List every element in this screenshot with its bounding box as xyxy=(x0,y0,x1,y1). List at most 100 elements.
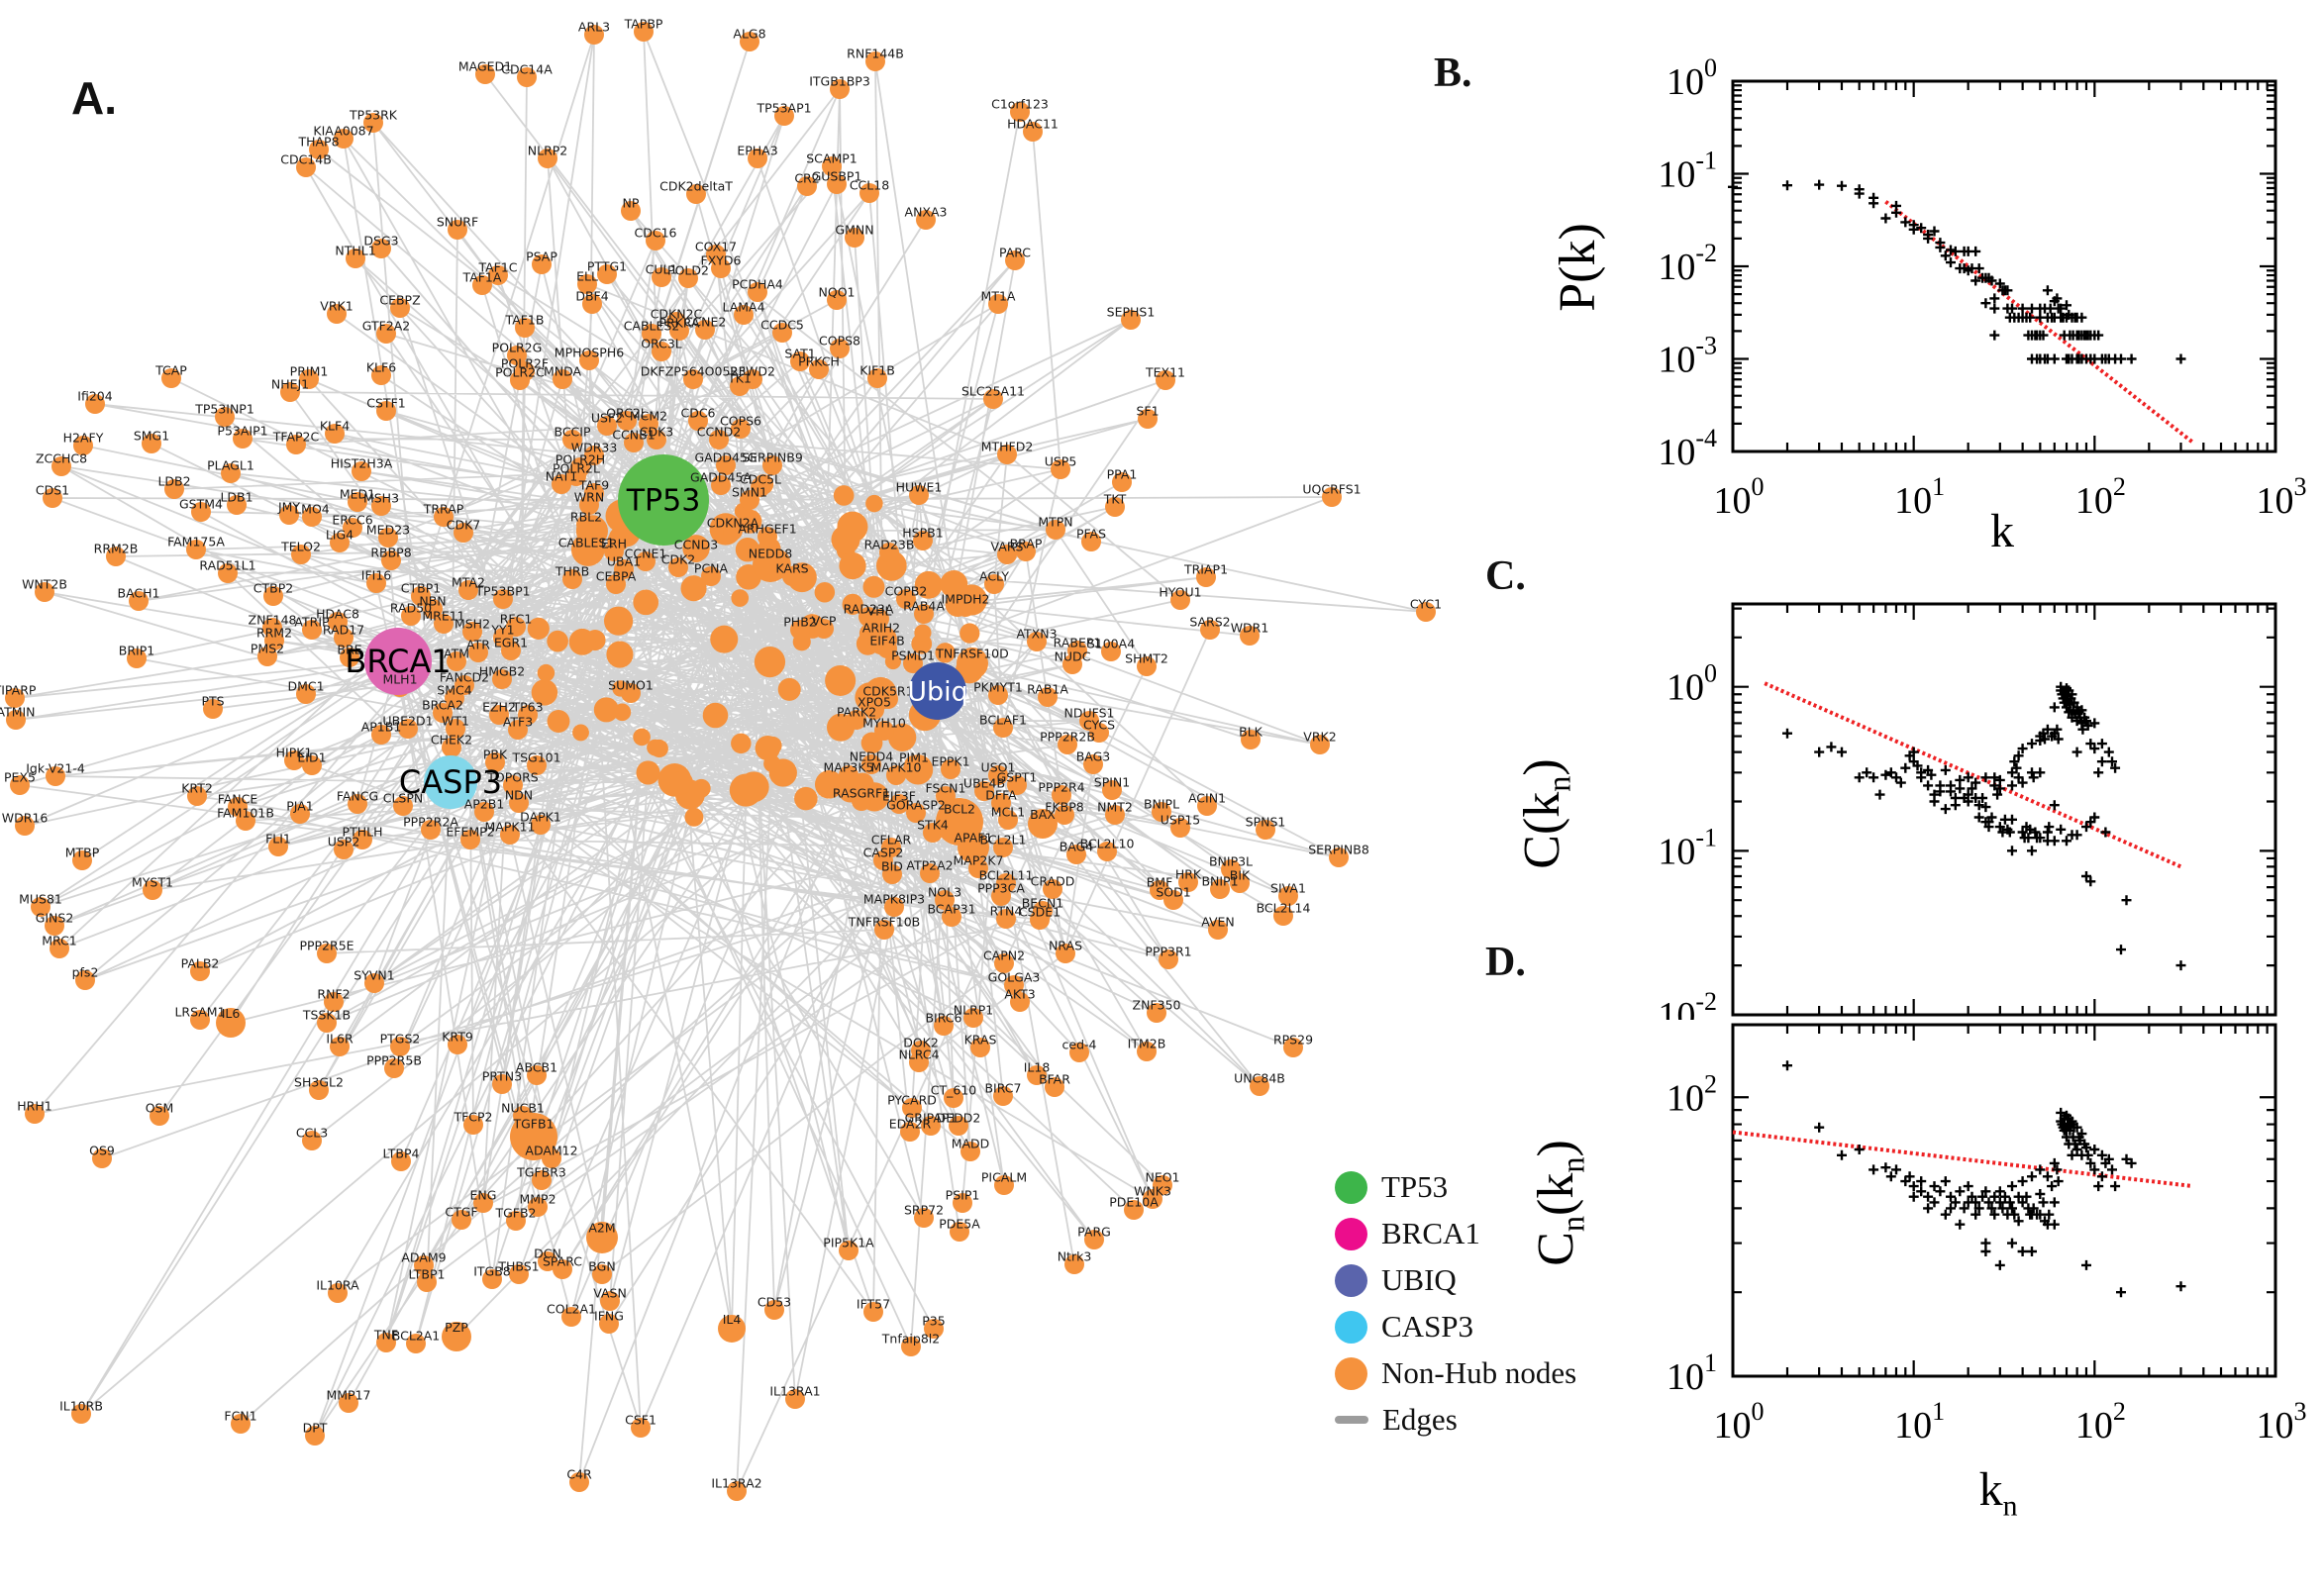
svg-text:GRIPAP1: GRIPAP1 xyxy=(905,1111,958,1126)
svg-text:10-2: 10-2 xyxy=(1658,239,1717,288)
svg-text:BNIPL: BNIPL xyxy=(1144,797,1179,812)
svg-text:BCL2L11: BCL2L11 xyxy=(979,868,1034,883)
network-legend: TP53 BRCA1 UBIQ CASP3 Non-Hub nodes Edge… xyxy=(1335,1168,1576,1439)
svg-text:RAD23A: RAD23A xyxy=(844,602,894,617)
svg-text:DMC1: DMC1 xyxy=(287,679,324,694)
svg-text:UBA1: UBA1 xyxy=(607,554,641,569)
svg-text:BLK: BLK xyxy=(1239,725,1263,740)
svg-text:BAG3: BAG3 xyxy=(1076,749,1111,764)
svg-text:CDC6: CDC6 xyxy=(680,406,715,421)
svg-text:TAF1B: TAF1B xyxy=(505,313,545,328)
svg-text:NQO1: NQO1 xyxy=(819,285,856,300)
svg-text:IL10RA: IL10RA xyxy=(316,1278,359,1293)
svg-text:NBN: NBN xyxy=(419,594,446,609)
svg-text:EPPK1: EPPK1 xyxy=(931,754,969,769)
svg-text:LTBP1: LTBP1 xyxy=(409,1267,446,1282)
svg-text:TGFBR3: TGFBR3 xyxy=(516,1165,566,1180)
svg-text:SPARC: SPARC xyxy=(543,1254,582,1269)
svg-text:NLRC4: NLRC4 xyxy=(898,1047,939,1062)
svg-text:H2AFY: H2AFY xyxy=(63,431,104,446)
svg-text:BRAP: BRAP xyxy=(1010,537,1043,551)
svg-text:RNF144B: RNF144B xyxy=(847,47,904,61)
svg-text:ITGB1BP3: ITGB1BP3 xyxy=(809,74,870,89)
svg-text:KIF1B: KIF1B xyxy=(859,363,895,378)
svg-text:POLR2L: POLR2L xyxy=(553,461,600,476)
svg-text:CDS1: CDS1 xyxy=(36,483,69,498)
svg-text:KIAA0087: KIAA0087 xyxy=(313,124,373,139)
svg-text:ATP2A2: ATP2A2 xyxy=(906,858,953,873)
svg-text:TNFRSF10D: TNFRSF10D xyxy=(935,646,1009,660)
svg-text:SMN1: SMN1 xyxy=(732,485,767,500)
svg-text:HRH1: HRH1 xyxy=(17,1099,51,1114)
svg-text:NUCB1: NUCB1 xyxy=(501,1101,545,1116)
svg-text:CYC1: CYC1 xyxy=(1410,597,1442,612)
legend-item-ubiq: UBIQ xyxy=(1335,1261,1576,1299)
svg-text:CDC14B: CDC14B xyxy=(280,152,332,167)
svg-text:GADD45G: GADD45G xyxy=(694,450,757,465)
svg-text:TNF: TNF xyxy=(373,1328,398,1343)
svg-text:PPP2R5B: PPP2R5B xyxy=(366,1053,422,1068)
svg-text:PRTN3: PRTN3 xyxy=(482,1069,522,1084)
svg-text:AP2B1: AP2B1 xyxy=(464,797,505,812)
svg-text:NUDC: NUDC xyxy=(1055,649,1091,664)
svg-text:ARHGEF1: ARHGEF1 xyxy=(738,522,796,537)
svg-text:PCNA: PCNA xyxy=(694,561,729,576)
svg-text:PALB2: PALB2 xyxy=(181,956,220,971)
svg-text:PHB2: PHB2 xyxy=(783,615,816,630)
svg-text:EIF4B: EIF4B xyxy=(869,634,904,648)
svg-text:UBE2D1: UBE2D1 xyxy=(382,714,433,729)
svg-text:TCAP: TCAP xyxy=(154,363,187,378)
svg-text:DAPK1: DAPK1 xyxy=(520,810,561,825)
svg-text:STK4: STK4 xyxy=(917,818,949,833)
svg-text:PEX5: PEX5 xyxy=(4,770,36,785)
svg-text:PBK: PBK xyxy=(483,748,508,762)
svg-text:100: 100 xyxy=(1714,472,1765,522)
svg-text:CCL18: CCL18 xyxy=(850,178,889,193)
brca1-hub-icon xyxy=(1335,1217,1367,1250)
svg-text:EDA2R: EDA2R xyxy=(889,1117,932,1132)
svg-text:CABLES1: CABLES1 xyxy=(558,536,615,550)
svg-text:SIVA1: SIVA1 xyxy=(1270,881,1306,896)
svg-text:KRAS: KRAS xyxy=(964,1033,997,1047)
svg-text:HSPB1: HSPB1 xyxy=(902,526,943,541)
svg-text:OSM: OSM xyxy=(146,1101,174,1116)
svg-text:10-1: 10-1 xyxy=(1658,147,1717,196)
svg-text:BMF: BMF xyxy=(1147,875,1173,890)
legend-item-brca1: BRCA1 xyxy=(1335,1215,1576,1252)
svg-text:PRKRA: PRKRA xyxy=(658,316,700,331)
svg-text:ACIN1: ACIN1 xyxy=(1188,791,1226,806)
svg-text:MRC1: MRC1 xyxy=(42,934,77,948)
svg-text:CDC5L: CDC5L xyxy=(740,472,781,487)
svg-text:EPHA3: EPHA3 xyxy=(737,144,777,158)
svg-text:MTBP: MTBP xyxy=(65,846,100,860)
svg-text:CDK3: CDK3 xyxy=(640,425,674,440)
svg-text:PSAP: PSAP xyxy=(526,249,557,264)
svg-text:Cn​(kn​): Cn​(kn​) xyxy=(1528,1140,1590,1266)
svg-text:PIM1: PIM1 xyxy=(899,750,929,765)
svg-text:SRP72: SRP72 xyxy=(904,1203,944,1218)
svg-text:PJA1: PJA1 xyxy=(286,799,314,814)
svg-text:IL6: IL6 xyxy=(222,1006,241,1021)
svg-text:CRADD: CRADD xyxy=(1031,874,1075,889)
svg-text:USP2: USP2 xyxy=(328,835,360,849)
svg-text:FKBP8: FKBP8 xyxy=(1045,800,1084,815)
svg-text:CSTF1: CSTF1 xyxy=(366,396,405,411)
svg-text:CDK2deltaT: CDK2deltaT xyxy=(659,179,733,194)
svg-text:POLR2H: POLR2H xyxy=(556,452,605,467)
svg-text:P35: P35 xyxy=(922,1314,945,1329)
svg-text:CCNE2: CCNE2 xyxy=(684,315,727,330)
svg-text:VHL: VHL xyxy=(867,604,892,619)
svg-text:Ifi204: Ifi204 xyxy=(77,389,112,404)
svg-text:ZNF148: ZNF148 xyxy=(249,613,297,628)
svg-text:ATRIP: ATRIP xyxy=(294,615,330,630)
svg-text:CEBPZ: CEBPZ xyxy=(379,293,420,308)
svg-text:BCL2L10: BCL2L10 xyxy=(1080,837,1135,851)
svg-text:Ubiq: Ubiq xyxy=(907,676,968,707)
svg-text:MCL1: MCL1 xyxy=(991,805,1025,820)
svg-text:PARG: PARG xyxy=(1077,1225,1111,1240)
svg-text:PTGS2: PTGS2 xyxy=(380,1032,421,1047)
svg-text:NLRP2: NLRP2 xyxy=(528,144,568,158)
svg-text:BACH1: BACH1 xyxy=(118,586,160,601)
